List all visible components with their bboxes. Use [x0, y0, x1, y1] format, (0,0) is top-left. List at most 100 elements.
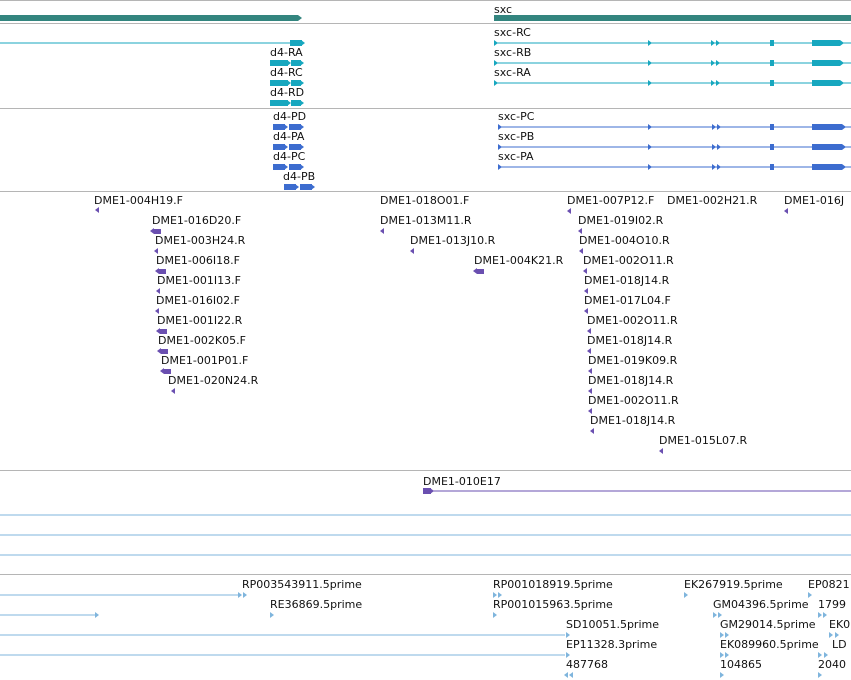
arrow-right-icon [684, 592, 688, 598]
est-block [161, 349, 168, 354]
arrow-right-icon [498, 144, 502, 150]
arrow-right-icon [493, 612, 497, 618]
cdna-label[interactable]: RP001015963.5prime [493, 598, 613, 611]
transcript-label-d4-ra[interactable]: d4-RA [270, 46, 303, 59]
est-label[interactable]: DME1-018J14.R [590, 414, 676, 427]
arrow-right-icon [840, 80, 844, 86]
cdna-label[interactable]: SD10051.5prime [566, 618, 659, 631]
est-label[interactable]: DME1-017L04.F [584, 294, 671, 307]
protein-label-sxc-pc[interactable]: sxc-PC [498, 110, 535, 123]
feature-block [273, 144, 285, 150]
est-label[interactable]: DME1-006I18.F [156, 254, 240, 267]
est-label[interactable]: DME1-002O11.R [588, 394, 679, 407]
cdna-label[interactable]: EP11328.3prime [566, 638, 657, 651]
est-label[interactable]: DME1-015L07.R [659, 434, 747, 447]
est-label[interactable]: DME1-020N24.R [168, 374, 259, 387]
arrow-right-icon [648, 124, 652, 130]
arrow-left-icon [150, 228, 154, 234]
arrow-right-icon [648, 144, 652, 150]
arrow-left-icon [156, 288, 160, 294]
feature-block [289, 164, 301, 170]
cdna-label[interactable]: RE36869.5prime [270, 598, 362, 611]
cdna-label[interactable]: EK267919.5prime [684, 578, 783, 591]
arrow-right-icon [808, 592, 812, 598]
arrow-right-icon [818, 612, 822, 618]
transcript-label-sxc-rc[interactable]: sxc-RC [494, 26, 531, 39]
est-label[interactable]: DME1-018J14.R [588, 374, 674, 387]
est-label[interactable]: DME1-002K05.F [158, 334, 246, 347]
arrow-right-icon [498, 124, 502, 130]
est-label[interactable]: DME1-001P01.F [161, 354, 248, 367]
cdna-label[interactable]: EK0 [829, 618, 850, 631]
feature-block [270, 60, 288, 66]
protein-label-d4-pd[interactable]: d4-PD [273, 110, 306, 123]
protein-label-d4-pc[interactable]: d4-PC [273, 150, 306, 163]
protein-label-sxc-pa[interactable]: sxc-PA [498, 150, 534, 163]
gene-label-sxc[interactable]: sxc [494, 3, 512, 16]
protein-label-d4-pa[interactable]: d4-PA [273, 130, 305, 143]
est-label[interactable]: DME1-004K21.R [474, 254, 564, 267]
cdna-label[interactable]: GM04396.5prime [713, 598, 809, 611]
arrow-right-icon [494, 60, 498, 66]
feature-block [289, 124, 301, 130]
est-label[interactable]: DME1-004H19.F [94, 194, 183, 207]
arrow-right-icon [725, 632, 729, 638]
cdna-label[interactable]: 1799 [818, 598, 846, 611]
arrow-right-icon [498, 592, 502, 598]
arrow-right-icon [498, 164, 502, 170]
est-label[interactable]: DME1-016J [784, 194, 844, 207]
arrow-left-icon [569, 672, 573, 678]
est-label[interactable]: DME1-007P12.F [567, 194, 654, 207]
arrow-left-icon [590, 428, 594, 434]
arrow-right-icon [717, 164, 721, 170]
protein-label-d4-pb[interactable]: d4-PB [283, 170, 315, 183]
transcript-label-d4-rd[interactable]: d4-RD [270, 86, 304, 99]
cdna-label[interactable]: 487768 [566, 658, 608, 671]
transcript-label-d4-rc[interactable]: d4-RC [270, 66, 303, 79]
est-label[interactable]: DME1-004O10.R [579, 234, 670, 247]
est-label[interactable]: DME1-013J10.R [410, 234, 496, 247]
est-label[interactable]: DME1-016I02.F [156, 294, 240, 307]
est-block [154, 229, 161, 234]
protein-label-sxc-pb[interactable]: sxc-PB [498, 130, 534, 143]
cdna-label[interactable]: LD [832, 638, 847, 651]
arrow-right-icon [840, 40, 844, 46]
cdna-label[interactable]: 104865 [720, 658, 762, 671]
est-label[interactable]: DME1-018J14.R [584, 274, 670, 287]
est-label[interactable]: DME1-001I22.R [157, 314, 243, 327]
arrow-right-icon [648, 164, 652, 170]
arrow-right-icon [717, 144, 721, 150]
arrow-left-icon [157, 348, 161, 354]
bac-label[interactable]: DME1-010E17 [423, 475, 501, 488]
arrow-right-icon [711, 80, 715, 86]
feature-block [289, 144, 301, 150]
transcript-label-sxc-ra[interactable]: sxc-RA [494, 66, 531, 79]
est-label[interactable]: DME1-002H21.R [667, 194, 758, 207]
est-block [477, 269, 484, 274]
transcript-label-sxc-rb[interactable]: sxc-RB [494, 46, 531, 59]
est-label[interactable]: DME1-016D20.F [152, 214, 241, 227]
arrow-right-icon [648, 40, 652, 46]
gene-bar-left [0, 15, 298, 21]
est-label[interactable]: DME1-019I02.R [578, 214, 664, 227]
est-label[interactable]: DME1-018O01.F [380, 194, 469, 207]
cdna-label[interactable]: GM29014.5prime [720, 618, 816, 631]
est-label[interactable]: DME1-003H24.R [155, 234, 246, 247]
est-label[interactable]: DME1-002O11.R [583, 254, 674, 267]
est-label[interactable]: DME1-001I13.F [157, 274, 241, 287]
est-label[interactable]: DME1-018J14.R [587, 334, 673, 347]
cdna-label[interactable]: RP001018919.5prime [493, 578, 613, 591]
cdna-label[interactable]: EK089960.5prime [720, 638, 819, 651]
cdna-label[interactable]: 2040 [818, 658, 846, 671]
est-label[interactable]: DME1-019K09.R [588, 354, 678, 367]
est-label[interactable]: DME1-013M11.R [380, 214, 472, 227]
arrow-right-icon [95, 612, 99, 618]
arrow-right-icon [648, 80, 652, 86]
arrow-left-icon [567, 208, 571, 214]
cdna-label[interactable]: RP003543911.5prime [242, 578, 362, 591]
cdna-label[interactable]: EP0821 [808, 578, 850, 591]
feature-block [270, 80, 288, 86]
arrow-left-icon [410, 248, 414, 254]
est-label[interactable]: DME1-002O11.R [587, 314, 678, 327]
